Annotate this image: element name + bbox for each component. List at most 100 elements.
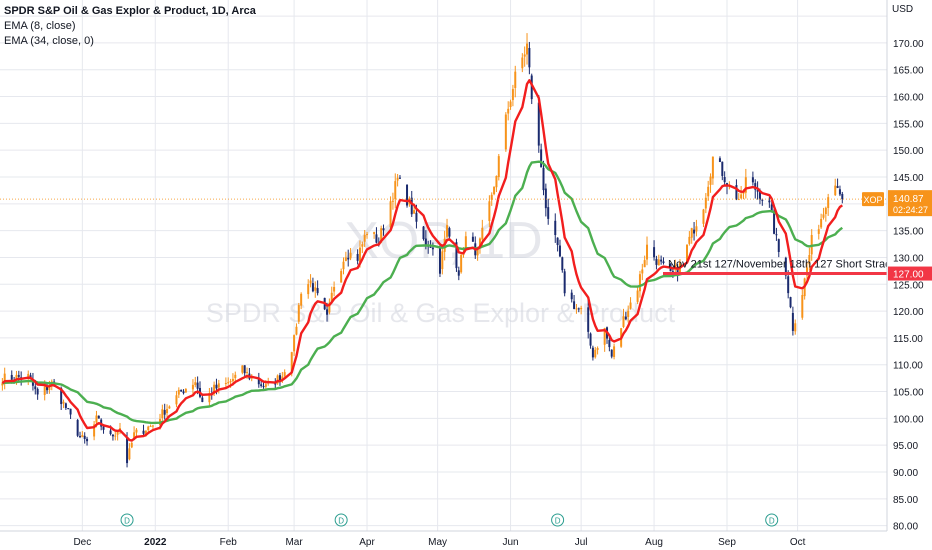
- candle: [575, 304, 578, 314]
- dividend-marker[interactable]: D: [334, 513, 348, 527]
- candle: [36, 387, 39, 400]
- candle: [128, 443, 131, 461]
- candle-body: [260, 384, 263, 386]
- candle: [789, 296, 792, 309]
- candle: [702, 208, 705, 228]
- candle: [198, 381, 201, 399]
- candle: [497, 153, 500, 181]
- candle-body: [241, 365, 244, 373]
- candle: [363, 229, 366, 248]
- candle-body: [257, 378, 260, 385]
- candle-body: [504, 114, 507, 150]
- candle-body: [789, 297, 792, 308]
- candle-body: [756, 190, 759, 192]
- candle-body: [330, 292, 333, 302]
- candle-body: [791, 312, 794, 331]
- candle-body: [761, 199, 764, 201]
- dividend-label: D: [124, 517, 130, 526]
- candle-body: [46, 387, 49, 391]
- price-tick-label: 100.00: [893, 414, 924, 425]
- price-tag-bg: [888, 190, 932, 217]
- candle: [723, 171, 726, 186]
- candle-body: [838, 189, 841, 195]
- candle-body: [126, 436, 129, 464]
- candle-body: [283, 372, 286, 377]
- candle-body: [671, 271, 674, 273]
- candle: [490, 192, 493, 206]
- candle-body: [358, 247, 361, 263]
- dividend-circle: [120, 513, 134, 527]
- candle-body: [471, 236, 474, 242]
- candle-body: [380, 228, 383, 243]
- candle: [342, 257, 345, 275]
- month-tick-label: Sep: [718, 537, 736, 548]
- candle-body: [290, 352, 293, 373]
- candle-body: [62, 401, 65, 404]
- candle: [460, 254, 463, 274]
- candle: [655, 255, 658, 270]
- candle-body: [194, 382, 197, 386]
- candle-body: [264, 384, 267, 387]
- dividend-marker[interactable]: D: [551, 513, 565, 527]
- candle-body: [441, 251, 444, 270]
- candle: [521, 53, 524, 73]
- candle: [191, 379, 194, 396]
- candle: [657, 254, 660, 266]
- grid: [0, 0, 887, 531]
- candle-body: [695, 226, 698, 232]
- candle: [1, 377, 4, 391]
- candle-body: [396, 177, 399, 181]
- candle: [283, 369, 286, 378]
- candle: [577, 307, 580, 313]
- candle-body: [208, 393, 211, 403]
- candle-body: [163, 410, 166, 415]
- candle: [707, 180, 710, 201]
- candle-body: [83, 435, 86, 439]
- price-tick-label: 155.00: [893, 119, 924, 130]
- candle: [606, 326, 609, 344]
- candle: [163, 403, 166, 420]
- candle: [563, 268, 566, 297]
- candle-body: [540, 149, 543, 168]
- candle-body: [182, 391, 185, 394]
- candle: [111, 434, 114, 441]
- candle-body: [201, 397, 204, 402]
- candle-body: [653, 247, 656, 258]
- candle: [836, 178, 839, 189]
- ema8-legend[interactable]: EMA (8, close): [4, 20, 76, 32]
- candle: [514, 65, 517, 98]
- candle: [603, 327, 606, 352]
- candle-body: [624, 316, 627, 320]
- candle: [243, 365, 246, 378]
- candle-body: [509, 101, 512, 108]
- candle: [142, 424, 145, 436]
- level-annotation: Nov 21st 127/November 18th 127 Short Str…: [668, 259, 906, 271]
- candle: [507, 101, 510, 121]
- candle-body: [111, 434, 114, 437]
- dividend-marker[interactable]: D: [765, 513, 779, 527]
- dividend-marker[interactable]: D: [120, 513, 134, 527]
- candle-body: [777, 239, 780, 252]
- month-tick-label: Mar: [285, 537, 303, 548]
- ema34-legend[interactable]: EMA (34, close, 0): [4, 35, 94, 47]
- candle: [803, 277, 806, 300]
- candle-body: [478, 238, 481, 247]
- candle-body: [457, 270, 460, 276]
- candle-body: [610, 349, 613, 357]
- candle-body: [775, 234, 778, 236]
- candle: [382, 224, 385, 236]
- candle: [695, 219, 698, 237]
- candle-body: [636, 290, 639, 302]
- dividend-circle: [334, 513, 348, 527]
- candle: [161, 404, 164, 421]
- candle: [817, 224, 820, 240]
- candle: [361, 241, 364, 254]
- candle-body: [196, 382, 199, 389]
- candle-body: [36, 389, 39, 395]
- candle: [398, 175, 401, 179]
- candle-body: [721, 161, 724, 176]
- candle-body: [231, 378, 234, 382]
- price-tick-label: 95.00: [893, 441, 918, 452]
